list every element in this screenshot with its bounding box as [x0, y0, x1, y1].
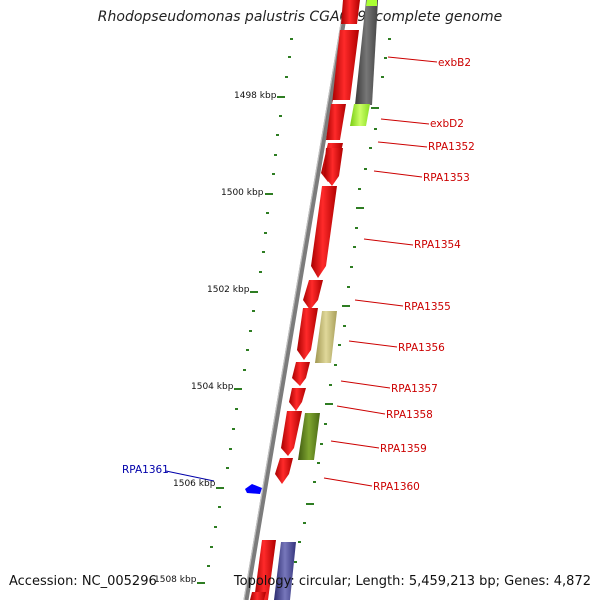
gene-label-RPA1352: RPA1352: [428, 141, 475, 153]
gene-RPA1357: [292, 362, 310, 386]
scale-label: 1502 kbp: [207, 285, 250, 295]
gene-label-RPA1360: RPA1360: [373, 481, 420, 493]
genome-backbone: [243, 0, 350, 600]
gene-exbB2: [332, 30, 359, 104]
gc-skew-inner-track: [197, 38, 293, 584]
gene-label-exbB2: exbB2: [438, 57, 471, 69]
scale-label: 1506 kbp: [173, 479, 216, 489]
gene-labels: exbB2 exbD2 RPA1352 RPA1353 RPA1354 RPA1…: [122, 57, 475, 493]
cog-block-RPA1359: [298, 413, 320, 460]
gene-label-RPA1357: RPA1357: [391, 383, 438, 395]
gene-RPA1353: [324, 148, 343, 186]
scale-label: 1508 kbp: [154, 575, 197, 585]
cog-block-RPA1356: [315, 311, 337, 363]
gene-label-RPA1358: RPA1358: [386, 409, 433, 421]
scale-label: 1498 kbp: [234, 91, 277, 101]
gene-RPA1354: [311, 186, 337, 278]
gene-exbB2-top: [341, 0, 360, 24]
gene-RPA1358: [289, 388, 306, 411]
gene-RPA1361: [245, 484, 262, 494]
gene-label-RPA1356: RPA1356: [398, 342, 445, 354]
accession-label: Accession: NC_005296: [9, 574, 157, 589]
gene-RPA1356: [297, 308, 318, 360]
scale-label: 1504 kbp: [191, 382, 234, 392]
gene-exbD2: [326, 104, 346, 140]
scale-label: 1500 kbp: [221, 188, 264, 198]
forward-genes: [250, 0, 360, 600]
gene-RPA1359: [281, 411, 302, 456]
gene-bottom: [254, 540, 276, 600]
gene-label-RPA1361: RPA1361: [122, 464, 169, 476]
gene-label-RPA1355: RPA1355: [404, 301, 451, 313]
gene-label-RPA1354: RPA1354: [414, 239, 461, 251]
gene-RPA1355: [303, 280, 323, 310]
gene-bottom-b: [250, 592, 266, 600]
cog-block-bottom: [274, 542, 296, 600]
map-title: Rhodopseudomonas palustris CGA009, compl…: [97, 9, 503, 25]
cog-block-exbB2-top: [366, 0, 377, 6]
cog-track: [274, 0, 378, 600]
cog-block-exbB2: [355, 0, 378, 105]
gene-RPA1360: [275, 458, 293, 484]
gene-label-RPA1359: RPA1359: [380, 443, 427, 455]
gene-label-exbD2: exbD2: [430, 118, 464, 130]
scale-labels: 1498 kbp 1500 kbp 1502 kbp 1504 kbp 1506…: [154, 91, 277, 585]
cog-block-exbD2: [350, 104, 370, 126]
genome-summary: Topology: circular; Length: 5,459,213 bp…: [233, 574, 591, 589]
gene-label-RPA1353: RPA1353: [423, 172, 470, 184]
label-leaders: [165, 56, 438, 487]
gc-skew-outer-track: [294, 38, 391, 563]
